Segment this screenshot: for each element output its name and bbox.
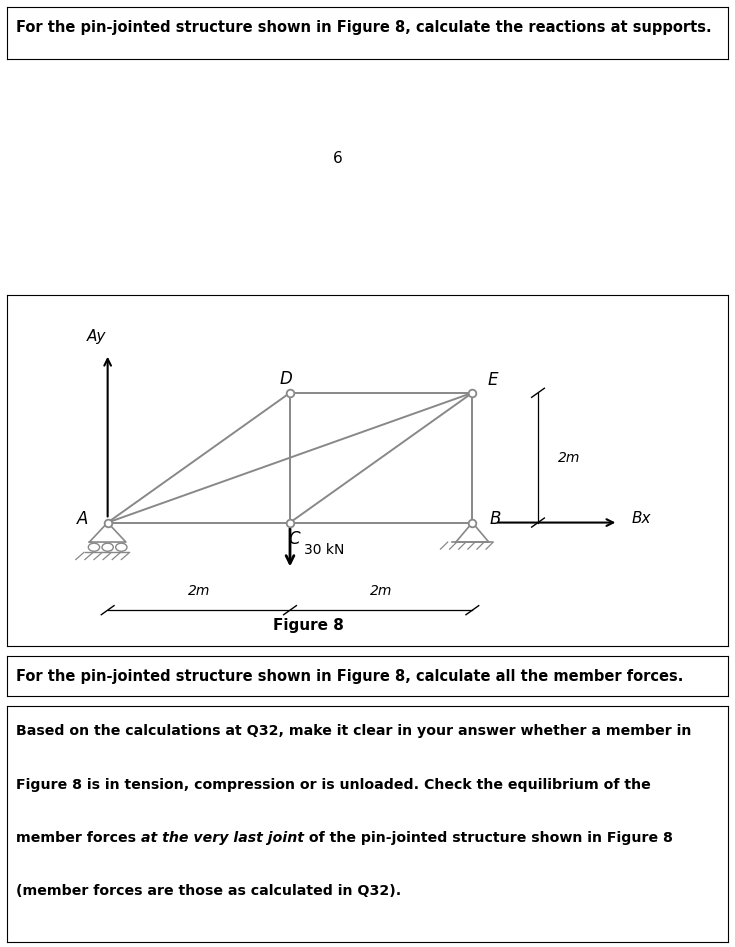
Text: Figure 8 is in tension, compression or is unloaded. Check the equilibrium of the: Figure 8 is in tension, compression or i… <box>16 777 650 792</box>
Text: E: E <box>487 371 498 389</box>
Text: member forces: member forces <box>16 831 141 845</box>
Text: (member forces are those as calculated in Q32).: (member forces are those as calculated i… <box>16 884 401 899</box>
Text: For the pin-jointed structure shown in Figure 8, calculate the reactions at supp: For the pin-jointed structure shown in F… <box>16 20 711 35</box>
Text: D: D <box>279 369 292 387</box>
Text: A: A <box>76 509 87 527</box>
Text: of the pin-jointed structure shown in Figure 8: of the pin-jointed structure shown in Fi… <box>304 831 673 845</box>
Text: 30 kN: 30 kN <box>304 543 344 557</box>
Text: For the pin-jointed structure shown in Figure 8, calculate all the member forces: For the pin-jointed structure shown in F… <box>16 669 684 684</box>
Text: at the very last joint: at the very last joint <box>141 831 304 845</box>
Text: Ay: Ay <box>87 330 107 344</box>
Circle shape <box>88 544 100 551</box>
Text: 2m: 2m <box>558 451 581 465</box>
Text: Based on the calculations at Q32, make it clear in your answer whether a member : Based on the calculations at Q32, make i… <box>16 724 692 739</box>
Text: 6: 6 <box>333 152 343 167</box>
Circle shape <box>115 544 127 551</box>
Text: 2m: 2m <box>187 584 210 599</box>
Text: B: B <box>490 509 501 527</box>
Text: C: C <box>289 529 301 547</box>
Text: Bx: Bx <box>632 511 651 527</box>
Circle shape <box>102 544 113 551</box>
Text: Figure 8: Figure 8 <box>273 617 344 633</box>
Text: 2m: 2m <box>370 584 392 599</box>
